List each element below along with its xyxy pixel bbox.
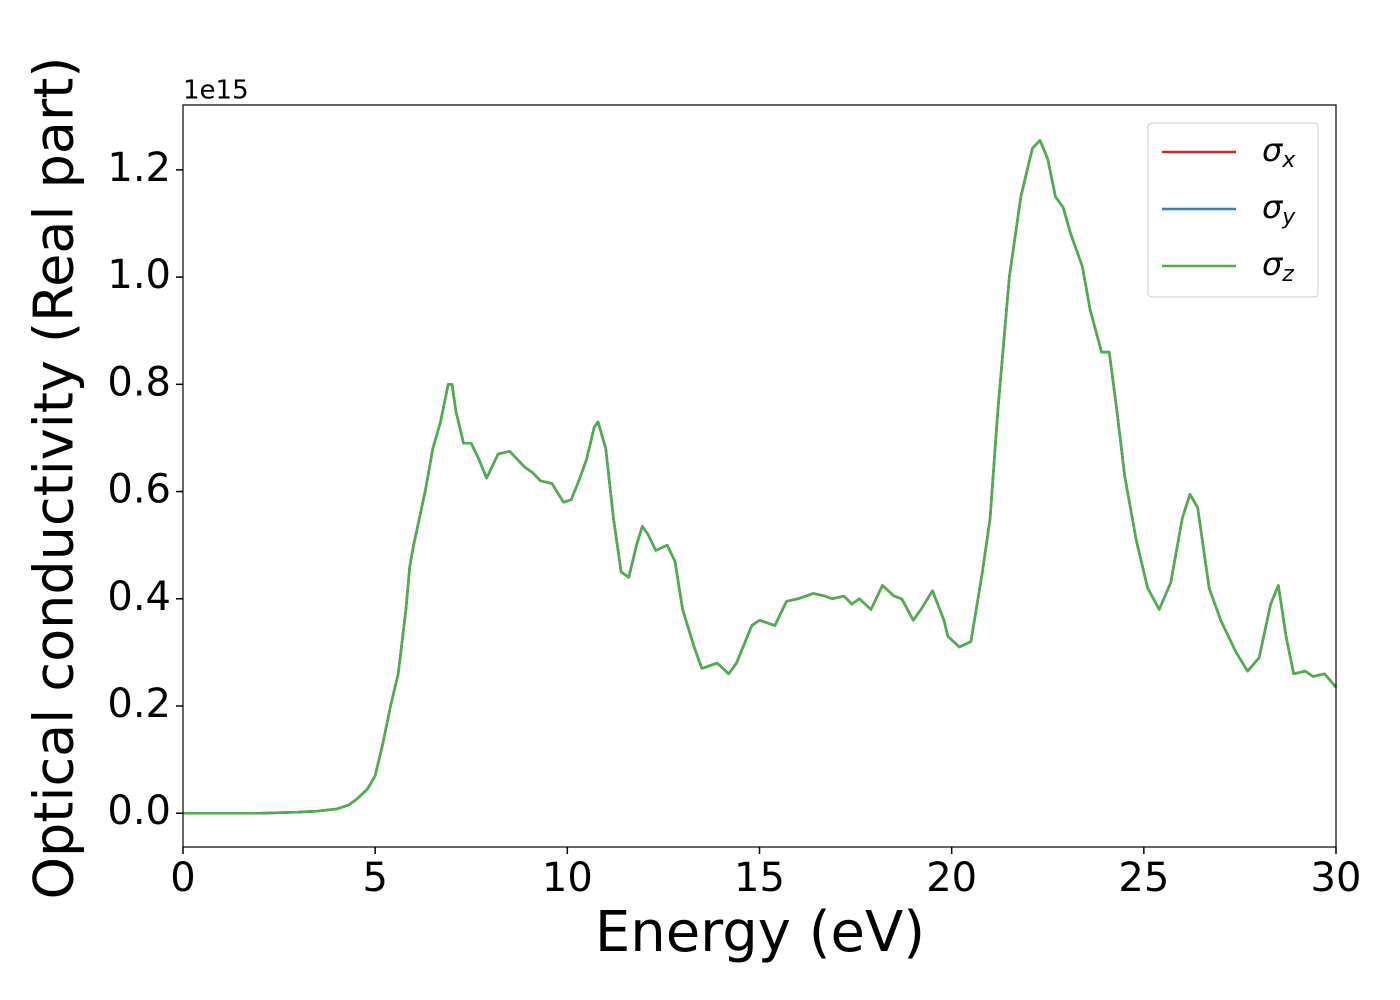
y-tick-label: 1.2 [107, 145, 171, 191]
x-axis-label: Energy (eV) [595, 900, 925, 965]
series-line [183, 139, 1337, 815]
legend-label: σy [1262, 188, 1296, 230]
y-offset-label: 1e15 [183, 76, 249, 106]
x-tick-label: 20 [926, 855, 977, 901]
y-tick-label: 0.6 [107, 467, 171, 513]
y-tick-label: 0.8 [107, 359, 171, 405]
legend-label: σx [1262, 131, 1296, 173]
y-tick-label: 0.2 [107, 681, 171, 727]
legend-label: σz [1262, 245, 1294, 287]
x-tick-label: 0 [170, 855, 195, 901]
x-tick-label: 5 [362, 855, 387, 901]
x-tick-label: 25 [1118, 855, 1169, 901]
y-axis-label: Optical conductivity (Real part) [23, 57, 86, 900]
y-tick-label: 0.4 [107, 574, 171, 620]
plot-frame [182, 104, 1337, 848]
x-tick-label: 15 [734, 855, 785, 901]
y-tick-label: 1.0 [107, 252, 171, 298]
y-tick-label: 0.0 [107, 788, 171, 834]
x-tick-label: 10 [542, 855, 593, 901]
x-tick-label: 30 [1311, 855, 1362, 901]
